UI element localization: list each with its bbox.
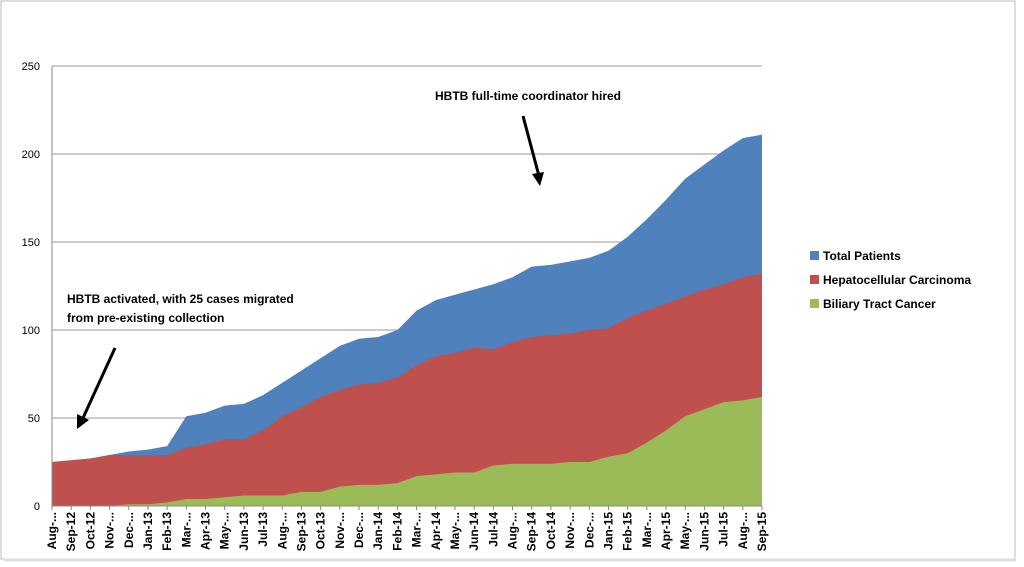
x-tick-label: Dec-... [352,512,366,548]
arrow [521,115,541,177]
legend-label: Biliary Tract Cancer [823,297,936,311]
x-tick-label: Jul-15 [717,512,731,547]
x-tick-label: Sep-12 [64,512,78,552]
x-tick-label: Aug-... [45,512,59,549]
x-tick-label: Apr-13 [199,512,213,550]
y-tick-label: 0 [34,501,40,513]
x-tick-label: Apr-14 [429,512,443,550]
x-tick-label: Feb-13 [160,512,174,551]
x-tick-label: Nov-... [333,512,347,549]
area [52,273,762,506]
x-tick-label: Jul-14 [486,512,500,547]
y-tick-label: 150 [22,237,40,249]
x-tick-label: Dec-... [582,512,596,548]
y-tick-label: 100 [22,325,40,337]
legend-swatch [810,299,819,308]
y-tick-label: 50 [28,413,40,425]
x-tick-label: Mar-... [640,512,654,547]
y-tick-label: 250 [22,61,40,73]
x-tick-label: May-... [678,512,692,549]
annotation: from pre-existing collection [67,311,224,325]
x-tick-label: Nov-... [103,512,117,549]
x-tick-label: Jan-14 [371,512,385,550]
x-tick-label: Nov-... [563,512,577,549]
x-tick-label: Jun-14 [467,512,481,551]
y-tick-label: 200 [22,149,40,161]
legend-swatch [810,275,819,284]
x-tick-label: Sep-14 [525,512,539,552]
x-tick-label: Jun-15 [697,512,711,551]
x-tick-label: Oct-14 [544,512,558,550]
x-tick-label: Jan-15 [601,512,615,550]
x-tick-label: Aug-... [275,512,289,549]
annotation: HBTB activated, with 25 cases migrated [67,292,294,306]
x-tick-label: Sep-13 [294,512,308,552]
x-tick-label: May-... [448,512,462,549]
arrow [81,347,117,419]
x-tick-label: Jun-13 [237,512,251,551]
x-tick-label: Dec-... [122,512,136,548]
arrowhead [532,172,544,186]
annotation: HBTB full-time coordinator hired [435,89,621,103]
x-tick-label: Jul-13 [256,512,270,547]
x-tick-label: May-... [218,512,232,549]
x-tick-label: Apr-15 [659,512,673,550]
x-tick-label: Oct-13 [314,512,328,550]
legend-swatch [810,251,819,260]
x-tick-label: Aug-... [506,512,520,549]
legend-label: Hepatocellular Carcinoma [823,273,971,287]
arrowhead [77,414,89,429]
x-tick-label: Oct-12 [83,512,97,550]
x-tick-label: Mar-... [179,512,193,547]
x-tick-label: Feb-15 [621,512,635,551]
x-tick-label: Feb-14 [390,512,404,551]
legend-label: Total Patients [823,249,901,263]
x-tick-label: Aug-... [736,512,750,549]
area [52,396,762,506]
x-tick-label: Mar-... [410,512,424,547]
x-tick-label: Jan-13 [141,512,155,550]
x-tick-label: Sep-15 [755,512,769,552]
